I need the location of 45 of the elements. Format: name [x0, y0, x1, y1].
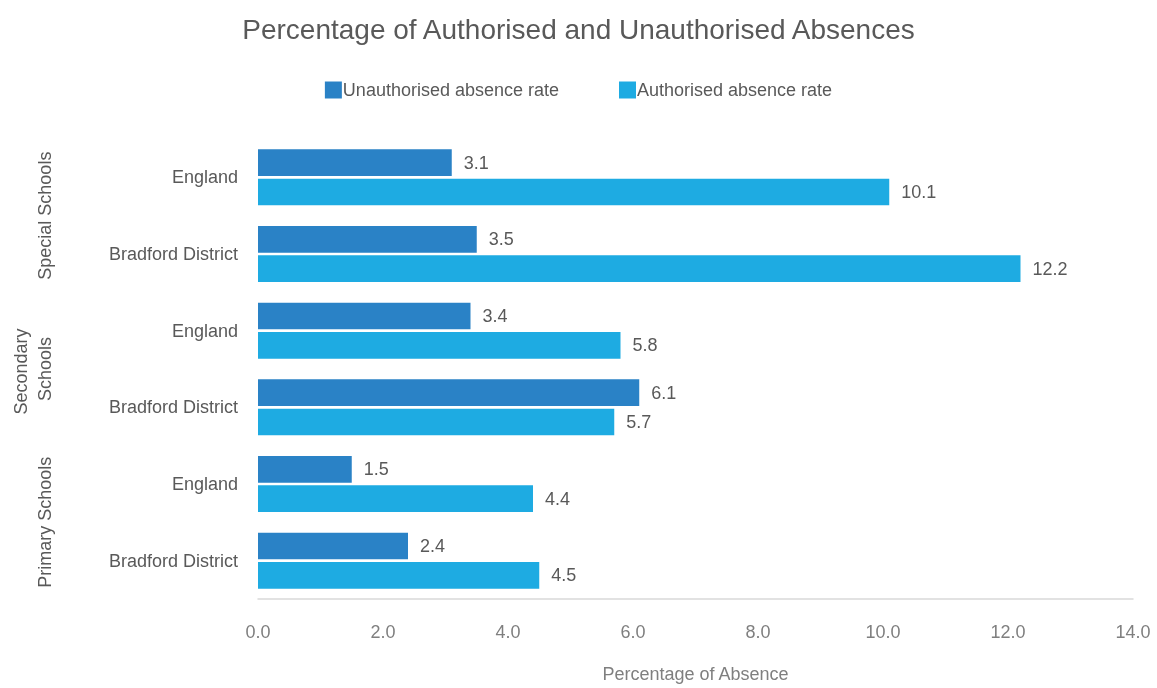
text: Secondary Schools [11, 323, 55, 415]
x-tick-label: 2.0 [370, 622, 396, 642]
bar [258, 149, 452, 176]
x-axis-title: Percentage of Absence [602, 664, 789, 684]
data-label: 5.7 [626, 411, 652, 432]
data-label: 3.5 [488, 229, 514, 250]
bar [258, 408, 615, 436]
data-label: 3.4 [482, 306, 508, 327]
y-tick-label: Bradford District [108, 244, 238, 264]
bar [258, 485, 533, 512]
text: Special Schools [35, 151, 55, 280]
data-label: 6.1 [651, 382, 677, 403]
bar [258, 178, 890, 206]
y-tick-label: England [171, 167, 238, 188]
y-tick-label: England [171, 474, 238, 494]
bar [258, 456, 352, 483]
y-tick-label: England [171, 320, 238, 341]
data-label: 4.5 [551, 565, 577, 586]
chart-title: Percentage of Authorised and Unauthorised Absences [242, 13, 915, 45]
x-tick-label: 14.0 [1115, 622, 1151, 642]
data-label: 4.4 [545, 488, 571, 509]
y-tick-label: Bradford District [108, 397, 238, 418]
data-label: 1.5 [363, 459, 389, 480]
bar [258, 302, 471, 330]
text: Primary Schools [35, 456, 55, 588]
legend-label: Authorised absence rate [637, 80, 833, 100]
bar [258, 532, 408, 560]
data-label: 12.2 [1032, 258, 1068, 279]
bar [258, 332, 621, 359]
x-tick-label: 8.0 [745, 622, 771, 642]
data-label: 3.1 [463, 152, 489, 173]
y-tick-label: Bradford District [108, 550, 238, 571]
x-tick-label: 10.0 [865, 622, 901, 642]
bar [258, 226, 477, 253]
data-label: 10.1 [901, 181, 937, 202]
data-label: 2.4 [420, 536, 446, 557]
data-label: 5.8 [632, 335, 658, 356]
x-tick-label: 6.0 [620, 622, 646, 642]
bar [258, 562, 540, 589]
bar [258, 255, 1021, 282]
legend-label: Unauthorised absence rate [342, 80, 560, 100]
x-tick-label: 12.0 [990, 622, 1026, 642]
bar [258, 379, 640, 406]
x-tick-label: 0.0 [245, 622, 271, 642]
x-tick-label: 4.0 [495, 622, 521, 642]
